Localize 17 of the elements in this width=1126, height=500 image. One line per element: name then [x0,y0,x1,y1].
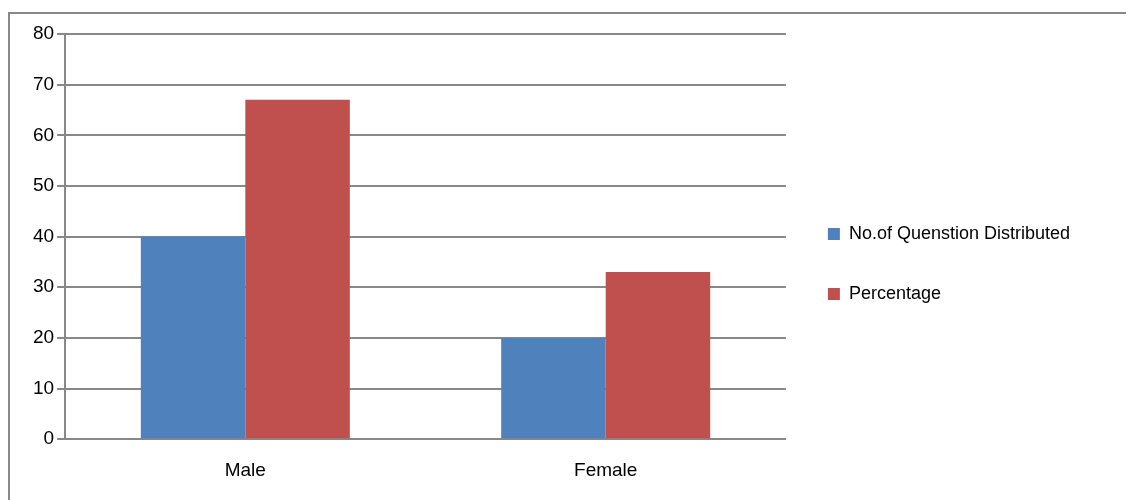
legend-label: No.of Quenstion Distributed [848,222,1071,243]
y-tick-label: 30 [32,275,55,297]
y-tick-label: 80 [32,22,55,44]
bar [501,337,606,439]
y-tick-label: 0 [43,427,55,449]
bar [605,272,711,439]
y-tick-label: 20 [32,326,55,348]
legend-label: Percentage [848,282,941,303]
y-tick-label: 40 [32,224,55,246]
x-tick-label: Female [574,458,638,480]
y-tick-label: 50 [32,174,55,196]
y-tick-label: 60 [32,123,55,145]
bar [245,99,350,439]
bar [140,236,246,439]
y-tick-label: 10 [32,376,55,398]
y-tick-label: 70 [32,72,55,94]
x-tick-label: Male [224,458,266,480]
